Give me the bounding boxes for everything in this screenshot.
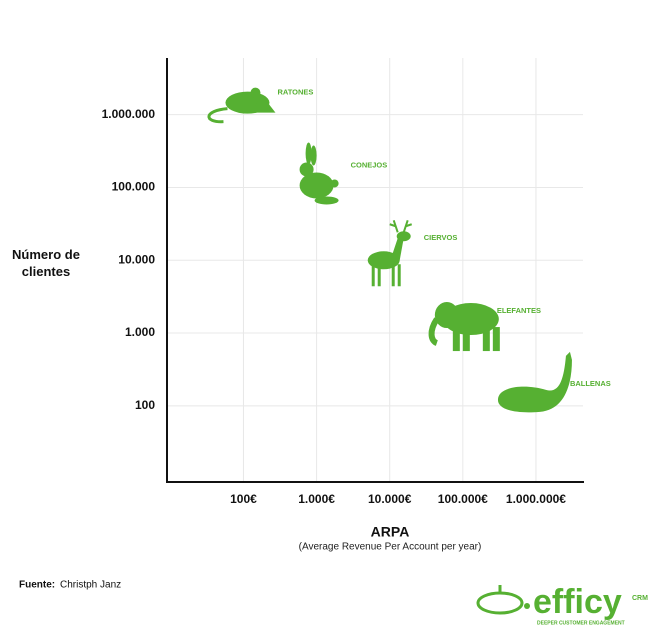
point-label: BALLENAS: [570, 379, 611, 388]
icon-part: [377, 264, 381, 287]
icon-part: [207, 107, 228, 124]
icon-part: [330, 179, 339, 188]
animal-point: [428, 302, 500, 352]
icon-part: [391, 238, 404, 261]
point-label: RATONES: [277, 88, 313, 97]
icon-part: [371, 264, 375, 287]
logo: efficy CRM DEEPER CUSTOMER ENGAGEMENT: [476, 583, 648, 626]
animal-point: [299, 142, 339, 205]
icon-part: [397, 264, 401, 287]
icon-part: [305, 142, 312, 165]
x-tick-label: 1.000€: [298, 492, 335, 506]
icon-part: [497, 351, 572, 413]
point-label: CIERVOS: [424, 233, 458, 242]
source-text: Christph Janz: [60, 580, 121, 591]
icon-part: [250, 87, 261, 98]
logo-icon: [476, 591, 524, 615]
point-label: CONEJOS: [351, 160, 388, 169]
icon-part: [310, 145, 317, 166]
icon-part: [434, 302, 459, 329]
y-tick-label: 1.000: [125, 325, 155, 339]
logo-dot: [524, 603, 530, 609]
logo-tagline: DEEPER CUSTOMER ENGAGEMENT: [537, 620, 625, 626]
icon-part: [492, 327, 500, 352]
animal-point: [497, 351, 572, 413]
icon-part: [452, 327, 460, 352]
icon-part: [462, 327, 470, 352]
icon-part: [428, 317, 440, 346]
y-tick-label: 1.000.000: [102, 107, 156, 121]
icon-part: [314, 196, 339, 205]
y-tick-label: 100.000: [112, 180, 156, 194]
point-label: ELEFANTES: [497, 306, 541, 315]
logo-name: efficy: [533, 583, 622, 621]
icon-part: [299, 172, 334, 199]
icon-part: [251, 94, 276, 113]
icon-part: [396, 231, 411, 242]
grid: [167, 58, 583, 482]
logo-suffix: CRM: [632, 595, 648, 602]
animal-point: [367, 219, 413, 287]
y-tick-label: 100: [135, 398, 155, 412]
icon-part: [391, 264, 395, 287]
x-tick-label: 1.000.000€: [506, 492, 566, 506]
animal-point: [207, 87, 276, 124]
x-axis-label: ARPA: [371, 524, 410, 540]
x-axis-note: (Average Revenue Per Account per year): [299, 542, 482, 553]
icon-part: [402, 219, 413, 233]
y-tick-label: 10.000: [118, 252, 155, 266]
x-tick-label: 100€: [230, 492, 257, 506]
icon-part: [482, 327, 490, 352]
source-label: Fuente:: [19, 580, 55, 591]
y-axis-label: Número de clientes: [12, 247, 80, 279]
icon-part: [299, 162, 314, 177]
icon-part: [389, 219, 399, 233]
x-tick-label: 100.000€: [438, 492, 488, 506]
x-tick-label: 10.000€: [368, 492, 412, 506]
